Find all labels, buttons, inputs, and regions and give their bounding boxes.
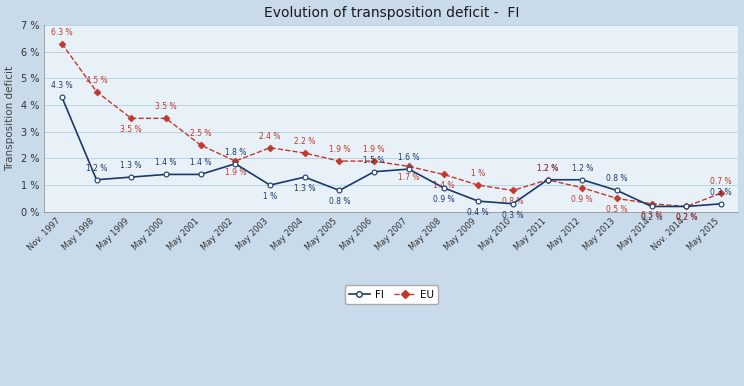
Text: 0.8 %: 0.8 %	[502, 197, 524, 207]
Text: 1.2 %: 1.2 %	[86, 164, 107, 173]
Text: 0.8 %: 0.8 %	[329, 197, 350, 207]
Text: 1.2 %: 1.2 %	[537, 164, 558, 173]
Text: 1.2 %: 1.2 %	[537, 164, 558, 173]
Text: 1.4 %: 1.4 %	[190, 159, 211, 168]
Text: 0.8 %: 0.8 %	[606, 174, 628, 183]
Text: 2.5 %: 2.5 %	[190, 129, 211, 138]
Text: 0.5 %: 0.5 %	[606, 205, 628, 214]
Text: 0.7 %: 0.7 %	[711, 177, 732, 186]
Text: 2.4 %: 2.4 %	[259, 132, 280, 141]
Legend: FI, EU: FI, EU	[344, 286, 438, 304]
Text: 1.3 %: 1.3 %	[294, 184, 315, 193]
Text: 1.2 %: 1.2 %	[571, 164, 593, 173]
Text: 1.7 %: 1.7 %	[398, 173, 420, 182]
Text: 4.5 %: 4.5 %	[86, 76, 107, 85]
Text: 0.3 %: 0.3 %	[641, 211, 662, 220]
Text: 0.3 %: 0.3 %	[502, 211, 524, 220]
Text: 0.2 %: 0.2 %	[641, 213, 662, 222]
Text: 1.9 %: 1.9 %	[225, 168, 246, 177]
Text: 1.5 %: 1.5 %	[363, 156, 385, 165]
Text: 0.4 %: 0.4 %	[467, 208, 489, 217]
Text: 0.9 %: 0.9 %	[571, 195, 593, 204]
Text: 6.3 %: 6.3 %	[51, 28, 73, 37]
Text: 1.4 %: 1.4 %	[155, 159, 176, 168]
Text: 1.9 %: 1.9 %	[363, 145, 385, 154]
Text: 1 %: 1 %	[263, 192, 277, 201]
Text: 1.3 %: 1.3 %	[121, 161, 142, 170]
Text: 3.5 %: 3.5 %	[121, 125, 142, 134]
Text: 1.6 %: 1.6 %	[398, 153, 420, 162]
Y-axis label: Transposition deficit: Transposition deficit	[5, 66, 16, 171]
Text: 0.9 %: 0.9 %	[433, 195, 455, 204]
Text: 4.3 %: 4.3 %	[51, 81, 73, 90]
Text: 0.2 %: 0.2 %	[676, 213, 697, 222]
Text: 0.3 %: 0.3 %	[711, 188, 732, 197]
Text: 2.2 %: 2.2 %	[294, 137, 315, 146]
Text: 1.4 %: 1.4 %	[433, 181, 455, 190]
Text: 1 %: 1 %	[471, 169, 485, 178]
Text: 1.9 %: 1.9 %	[329, 145, 350, 154]
Text: 0.2 %: 0.2 %	[676, 213, 697, 222]
Title: Evolution of transposition deficit -  FI: Evolution of transposition deficit - FI	[264, 5, 519, 20]
Text: 3.5 %: 3.5 %	[155, 102, 177, 112]
Text: 1.8 %: 1.8 %	[225, 148, 246, 157]
